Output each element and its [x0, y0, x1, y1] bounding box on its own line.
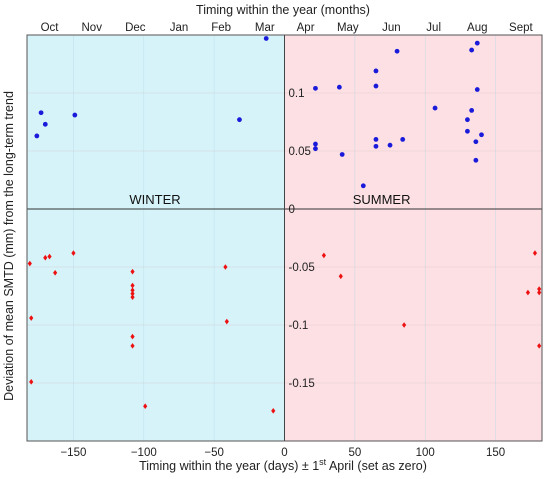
data-point-circle: [432, 105, 438, 111]
data-point-circle: [387, 142, 393, 148]
data-point-circle: [34, 133, 40, 139]
y-tick-label: 0: [289, 204, 295, 216]
data-point-circle: [394, 48, 400, 54]
data-point-diamond: [29, 315, 34, 321]
data-point-diamond: [130, 287, 135, 293]
data-point-diamond: [130, 333, 135, 340]
data-point-circle: [473, 157, 479, 163]
y-tick-labels: 0.1 0.05 0 -0.05 -0.1 -0.15: [289, 88, 315, 390]
data-points: [27, 36, 542, 414]
data-point-diamond: [130, 294, 135, 300]
data-point-circle: [400, 137, 406, 142]
data-point-circle: [473, 139, 479, 145]
x-tick-label: 100: [416, 447, 435, 459]
x-tick-label: −150: [60, 447, 86, 459]
data-point-circle: [469, 108, 475, 113]
month-label: Apr: [297, 22, 315, 34]
data-point-diamond: [29, 379, 34, 385]
data-point-circle: [479, 132, 484, 138]
data-point-diamond: [47, 253, 52, 260]
x-tick-label: −100: [131, 447, 157, 459]
data-point-diamond: [71, 250, 76, 256]
x-tick-label: 0: [281, 447, 287, 459]
summer-label: SUMMER: [353, 192, 411, 207]
data-point-circle: [237, 117, 242, 123]
data-point-circle: [313, 85, 318, 91]
data-point-circle: [339, 152, 345, 157]
data-point-diamond: [130, 282, 135, 289]
data-point-diamond: [537, 286, 542, 292]
data-point-circle: [373, 68, 379, 74]
x-axis-title-prefix: Timing within the year (days) ± 1: [139, 459, 319, 473]
plot-area: [26, 34, 543, 442]
data-point-diamond: [525, 289, 531, 296]
data-point-diamond: [223, 264, 228, 270]
data-point-diamond: [532, 250, 538, 256]
month-label: Jan: [170, 22, 189, 34]
data-point-diamond: [27, 260, 32, 267]
x-tick-label: −50: [204, 447, 224, 459]
data-point-circle: [313, 141, 318, 147]
data-point-circle: [38, 110, 44, 116]
data-point-diamond: [271, 408, 276, 414]
plot-frame: [26, 34, 543, 442]
data-point-circle: [465, 128, 470, 134]
data-point-circle: [474, 40, 480, 46]
y-tick-label: -0.1: [289, 320, 309, 332]
month-label: Jul: [426, 22, 441, 34]
month-label: May: [337, 22, 359, 34]
data-point-circle: [465, 117, 470, 123]
month-label: Jun: [382, 22, 401, 34]
data-point-diamond: [43, 254, 48, 261]
month-label: Oct: [41, 22, 60, 34]
top-axis-title: Timing within the year (months): [196, 3, 370, 17]
data-point-circle: [42, 121, 48, 127]
x-tick-labels: −150 −100 −50 0 50 100 150: [60, 447, 505, 459]
data-point-diamond: [143, 403, 148, 409]
data-point-circle: [373, 143, 379, 149]
y-tick-label: -0.05: [289, 262, 315, 274]
month-label: Aug: [467, 22, 487, 34]
data-point-diamond: [130, 268, 135, 275]
data-point-circle: [360, 183, 366, 189]
data-point-diamond: [321, 252, 326, 259]
winter-label: WINTER: [129, 192, 180, 207]
data-point-diamond: [537, 343, 542, 349]
x-axis-title-suffix: April (set as zero): [326, 459, 427, 473]
month-label: Feb: [211, 22, 231, 34]
x-axis-title-superscript: st: [319, 457, 327, 467]
data-point-diamond: [537, 289, 542, 296]
data-point-circle: [72, 112, 78, 118]
summer-region: [284, 35, 542, 441]
x-axis-title: Timing within the year (days) ± 1st Apri…: [139, 457, 427, 473]
data-point-diamond: [130, 290, 135, 297]
data-point-circle: [313, 146, 318, 152]
y-tick-label: 0.1: [289, 88, 305, 100]
y-tick-label: 0.05: [289, 146, 311, 158]
data-point-diamond: [53, 270, 58, 276]
data-point-circle: [336, 84, 342, 90]
y-axis-title: Deviation of mean SMTD (mm) from the lon…: [2, 91, 16, 401]
x-tick-label: 50: [348, 447, 361, 459]
y-tick-label: -0.15: [289, 378, 315, 390]
data-point-diamond: [224, 318, 229, 325]
data-point-diamond: [402, 322, 407, 328]
winter-region: [27, 35, 285, 441]
data-point-circle: [263, 36, 269, 41]
month-labels: Oct Nov Dec Jan Feb Mar Apr May Jun Jul Aug Sept: [41, 22, 534, 34]
data-point-circle: [469, 47, 475, 53]
x-tick-label: 150: [486, 447, 505, 459]
month-label: Dec: [125, 22, 146, 34]
data-point-diamond: [338, 273, 343, 280]
month-label: Sept: [509, 22, 533, 34]
data-point-circle: [373, 137, 379, 142]
data-point-circle: [373, 83, 379, 89]
data-point-circle: [474, 87, 480, 92]
data-point-diamond: [130, 343, 135, 349]
month-label: Nov: [82, 22, 103, 34]
month-label: Mar: [255, 22, 275, 34]
